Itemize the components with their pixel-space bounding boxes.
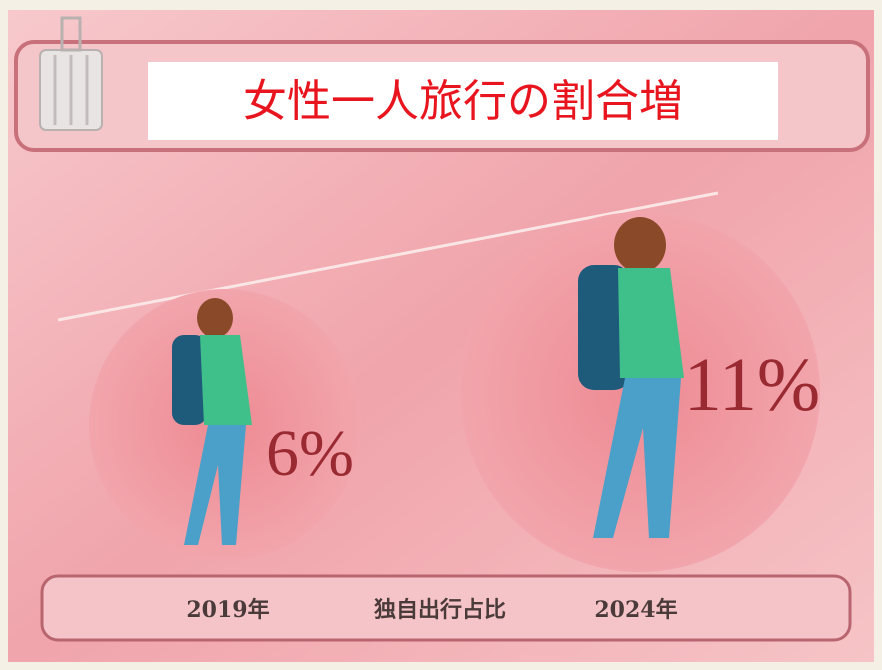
- percent-label: 6%: [266, 417, 354, 490]
- footer-year: 2024年: [594, 597, 677, 623]
- percent-label: 11%: [684, 343, 821, 427]
- title: 女性一人旅行の割合増: [243, 76, 683, 127]
- footer-year: 2019年: [186, 597, 269, 623]
- footer-label: 独自出行占比: [374, 597, 506, 623]
- infographic: 女性一人旅行の割合増 6% 11% 2019年 独自出行占比 2024年: [0, 0, 882, 670]
